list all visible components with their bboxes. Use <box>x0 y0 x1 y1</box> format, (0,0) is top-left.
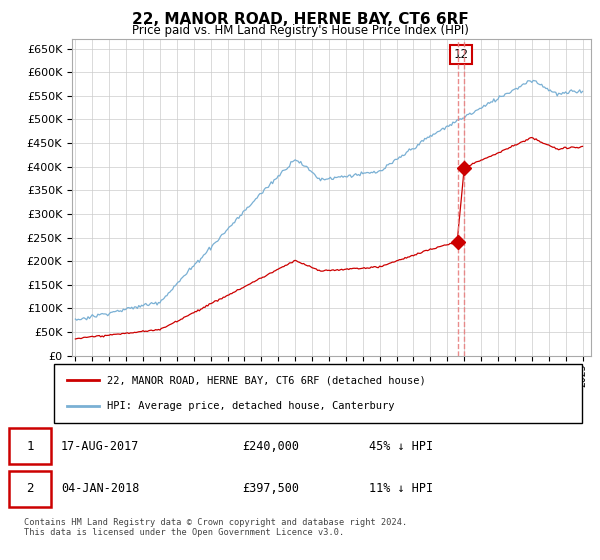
Text: Contains HM Land Registry data © Crown copyright and database right 2024.
This d: Contains HM Land Registry data © Crown c… <box>24 518 407 538</box>
Text: £240,000: £240,000 <box>242 440 299 453</box>
Text: 11% ↓ HPI: 11% ↓ HPI <box>369 482 433 495</box>
Text: 2: 2 <box>26 482 34 495</box>
Text: 22, MANOR ROAD, HERNE BAY, CT6 6RF (detached house): 22, MANOR ROAD, HERNE BAY, CT6 6RF (deta… <box>107 375 425 385</box>
Text: 45% ↓ HPI: 45% ↓ HPI <box>369 440 433 453</box>
Text: 12: 12 <box>454 48 469 61</box>
FancyBboxPatch shape <box>9 471 50 507</box>
Text: 1: 1 <box>26 440 34 453</box>
Text: Price paid vs. HM Land Registry's House Price Index (HPI): Price paid vs. HM Land Registry's House … <box>131 24 469 37</box>
Text: HPI: Average price, detached house, Canterbury: HPI: Average price, detached house, Cant… <box>107 402 394 412</box>
Text: 17-AUG-2017: 17-AUG-2017 <box>61 440 139 453</box>
Text: 04-JAN-2018: 04-JAN-2018 <box>61 482 139 495</box>
Text: 22, MANOR ROAD, HERNE BAY, CT6 6RF: 22, MANOR ROAD, HERNE BAY, CT6 6RF <box>131 12 469 27</box>
FancyBboxPatch shape <box>9 428 50 464</box>
Text: £397,500: £397,500 <box>242 482 299 495</box>
